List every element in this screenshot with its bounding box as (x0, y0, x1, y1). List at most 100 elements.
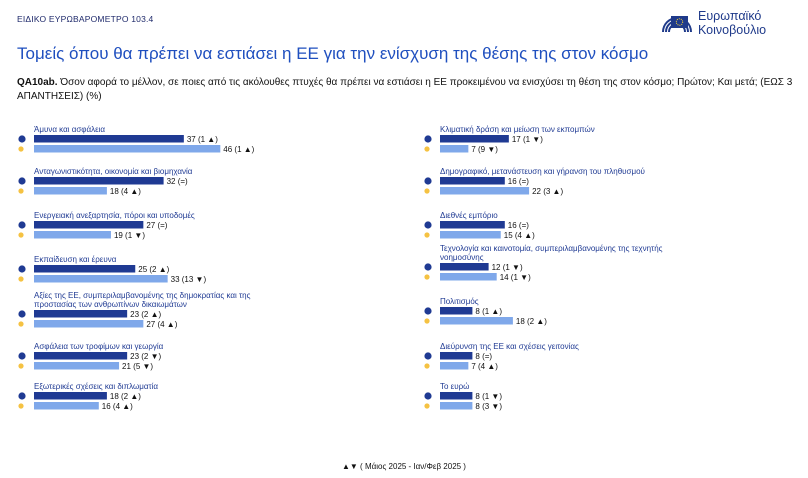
eu-value-label: 16 (=) (508, 221, 529, 230)
eu-value-label: 23 (2 ▼) (130, 352, 161, 361)
eu-average-marker-icon (18, 352, 26, 360)
eu-value-label: 37 (1 ▲) (187, 135, 218, 144)
category-label: Δημογραφικό, μετανάστευση και γήρανση το… (440, 167, 645, 176)
national-bar (34, 231, 111, 239)
national-value-label: 15 (4 ▲) (504, 231, 535, 240)
country-flag-marker-icon (424, 274, 430, 280)
country-flag-marker-icon (18, 146, 24, 152)
country-flag-marker-icon (424, 363, 430, 369)
eu-bar (34, 265, 136, 273)
eu-average-marker-icon (424, 263, 432, 271)
national-value-label: 8 (3 ▼) (475, 402, 502, 411)
country-flag-marker-icon (424, 232, 430, 238)
eu-average-marker-icon (424, 177, 432, 185)
country-flag-marker-icon (18, 363, 24, 369)
question-text: QA10ab. Όσον αφορά το μέλλον, σε ποιες α… (17, 76, 797, 104)
eu-value-label: 12 (1 ▼) (492, 263, 523, 272)
eu-average-marker-icon (424, 221, 432, 229)
category-label: Εξωτερικές σχέσεις και διπλωματία (34, 382, 158, 391)
eu-value-label: 25 (2 ▲) (138, 265, 169, 274)
country-flag-marker-icon (18, 232, 24, 238)
eu-bar (34, 352, 128, 360)
national-value-label: 33 (13 ▼) (171, 275, 207, 284)
national-bar (34, 320, 144, 328)
category-label: Πολιτισμός (440, 297, 479, 306)
eu-average-marker-icon (18, 310, 26, 318)
national-value-label: 18 (2 ▲) (516, 317, 547, 326)
national-value-label: 18 (4 ▲) (110, 187, 141, 196)
logo-line-1: Ευρωπαϊκό (698, 9, 762, 23)
eu-bar (34, 392, 107, 400)
category-label: Τεχνολογία και καινοτομία, συμπεριλαμβαν… (440, 244, 663, 253)
national-bar (34, 275, 168, 283)
survey-label: ΕΙΔΙΚΟ ΕΥΡΩΒΑΡΟΜΕΤΡΟ 103.4 (17, 14, 154, 24)
national-value-label: 46 (1 ▲) (223, 145, 254, 154)
parliament-emblem-icon (662, 16, 692, 33)
eu-average-marker-icon (424, 392, 432, 400)
country-flag-marker-icon (424, 318, 430, 324)
national-value-label: 16 (4 ▲) (102, 402, 133, 411)
eu-average-marker-icon (18, 177, 26, 185)
country-flag-marker-icon (424, 188, 430, 194)
question-body: Όσον αφορά το μέλλον, σε ποιες από τις α… (17, 77, 793, 102)
eu-bar (440, 352, 473, 360)
logo-line-2: Κοινοβούλιο (698, 23, 767, 37)
national-bar (440, 362, 469, 370)
eu-bar (34, 177, 164, 185)
eu-average-marker-icon (424, 352, 432, 360)
national-bar (440, 231, 501, 239)
eu-value-label: 16 (=) (508, 177, 529, 186)
national-value-label: 7 (9 ▼) (471, 145, 498, 154)
national-value-label: 21 (5 ▼) (122, 362, 153, 371)
national-value-label: 7 (4 ▲) (471, 362, 498, 371)
country-flag-marker-icon (18, 403, 24, 409)
national-bar (34, 145, 221, 153)
category-label: Αξίες της ΕΕ, συμπεριλαμβανομένης της δη… (34, 291, 251, 300)
page-title: Τομείς όπου θα πρέπει να εστιάσει η ΕΕ γ… (17, 44, 649, 63)
national-value-label: 19 (1 ▼) (114, 231, 145, 240)
national-bar (34, 187, 107, 195)
country-flag-marker-icon (424, 146, 430, 152)
national-value-label: 22 (3 ▲) (532, 187, 563, 196)
eu-bar (440, 177, 505, 185)
country-flag-marker-icon (18, 276, 24, 282)
eu-bar (440, 307, 473, 315)
category-label: Άμυνα και ασφάλεια (34, 125, 105, 134)
legend-footer: ▲▼ ( Μάιος 2025 - Ιαν/Φεβ 2025 ) (342, 462, 466, 471)
national-bar (34, 402, 99, 410)
eu-value-label: 32 (=) (167, 177, 188, 186)
eu-value-label: 17 (1 ▼) (512, 135, 543, 144)
category-label: Ασφάλεια των τροφίμων και γεωργία (34, 342, 164, 351)
country-flag-marker-icon (18, 321, 24, 327)
eu-bar (440, 135, 509, 143)
national-bar (440, 402, 473, 410)
eu-value-label: 27 (=) (146, 221, 167, 230)
eu-value-label: 8 (1 ▼) (475, 392, 502, 401)
european-parliament-logo: Ευρωπαϊκό Κοινοβούλιο (660, 6, 800, 42)
eu-bar (440, 263, 489, 271)
national-bar (440, 187, 530, 195)
eu-average-marker-icon (18, 392, 26, 400)
eu-value-label: 8 (1 ▲) (475, 307, 502, 316)
national-value-label: 14 (1 ▼) (500, 273, 531, 282)
category-label: νοημοσύνης (440, 253, 484, 262)
national-bar (34, 362, 120, 370)
eu-value-label: 8 (=) (475, 352, 492, 361)
category-label: Διεθνές εμπόριο (440, 211, 498, 220)
eu-average-marker-icon (18, 265, 26, 273)
eu-average-marker-icon (424, 135, 432, 143)
category-label: Κλιματική δράση και μείωση των εκπομπών (440, 125, 595, 134)
country-flag-marker-icon (18, 188, 24, 194)
category-label: Εκπαίδευση και έρευνα (34, 255, 117, 264)
question-code: QA10ab. (17, 77, 58, 88)
eu-bar (34, 135, 184, 143)
category-label: Το ευρώ (440, 382, 469, 391)
national-value-label: 27 (4 ▲) (146, 320, 177, 329)
eu-value-label: 18 (2 ▲) (110, 392, 141, 401)
category-label: Διεύρυνση της ΕΕ και σχέσεις γειτονίας (440, 342, 579, 351)
eu-bar (440, 392, 473, 400)
category-label: προστασίας των ανθρωπίνων δικαιωμάτων (34, 300, 187, 309)
category-label: Ενεργειακή ανεξαρτησία, πόροι και υποδομ… (34, 211, 195, 220)
eu-bar (34, 221, 144, 229)
